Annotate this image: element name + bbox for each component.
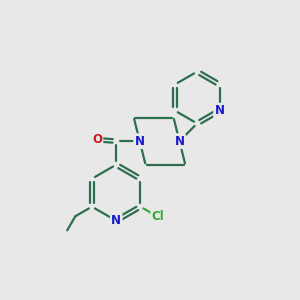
Text: N: N xyxy=(135,135,145,148)
Text: N: N xyxy=(174,135,184,148)
Text: N: N xyxy=(111,214,121,227)
Text: N: N xyxy=(214,104,225,117)
Text: N: N xyxy=(174,135,184,148)
Text: N: N xyxy=(214,104,225,117)
Text: O: O xyxy=(92,133,102,146)
Text: N: N xyxy=(135,135,145,148)
Text: Cl: Cl xyxy=(152,211,165,224)
Text: O: O xyxy=(92,133,102,146)
Text: N: N xyxy=(111,214,121,227)
Text: Cl: Cl xyxy=(152,211,165,224)
